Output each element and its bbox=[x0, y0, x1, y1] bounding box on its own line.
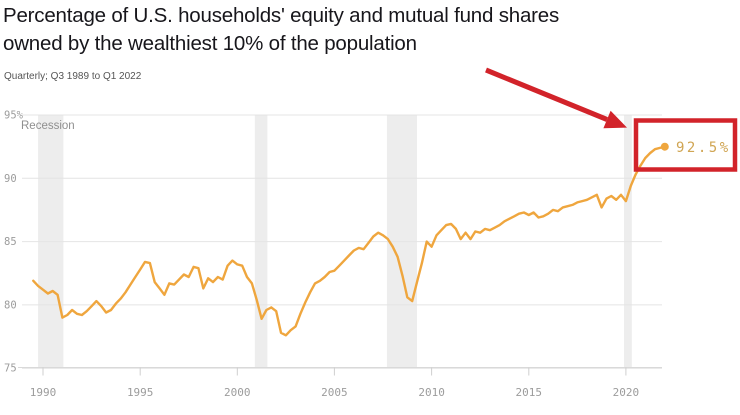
annotation-arrow-head bbox=[603, 110, 627, 129]
recession-label: Recession bbox=[21, 120, 75, 132]
chart-subtitle: Quarterly; Q3 1989 to Q1 2022 bbox=[4, 71, 142, 82]
x-tick-label: 2020 bbox=[613, 386, 640, 399]
end-dot bbox=[660, 142, 669, 151]
y-tick-label: 75 bbox=[4, 363, 17, 375]
highlight-box bbox=[633, 118, 738, 172]
chart-title-line1: Percentage of U.S. households' equity an… bbox=[3, 4, 560, 27]
y-tick-label: 85 bbox=[4, 236, 17, 248]
x-tick-label: 2005 bbox=[321, 386, 348, 399]
y-tick-label: 90 bbox=[4, 173, 17, 185]
chart-title-line2: owned by the wealthiest 10% of the popul… bbox=[3, 32, 417, 55]
x-tick-label: 1990 bbox=[30, 386, 57, 399]
x-tick-label: 2010 bbox=[418, 386, 445, 399]
end-value-label: 92.5% bbox=[676, 140, 731, 156]
annotation-arrow-shaft bbox=[485, 67, 608, 122]
chart-title: Percentage of U.S. households' equity an… bbox=[3, 2, 643, 58]
series-line bbox=[32, 145, 666, 337]
x-tick-label: 1995 bbox=[127, 386, 154, 399]
x-tick-label: 2000 bbox=[224, 386, 251, 399]
y-tick-label: 95% bbox=[4, 110, 24, 122]
x-tick-label: 2015 bbox=[516, 386, 543, 399]
y-tick-label: 80 bbox=[4, 299, 17, 311]
